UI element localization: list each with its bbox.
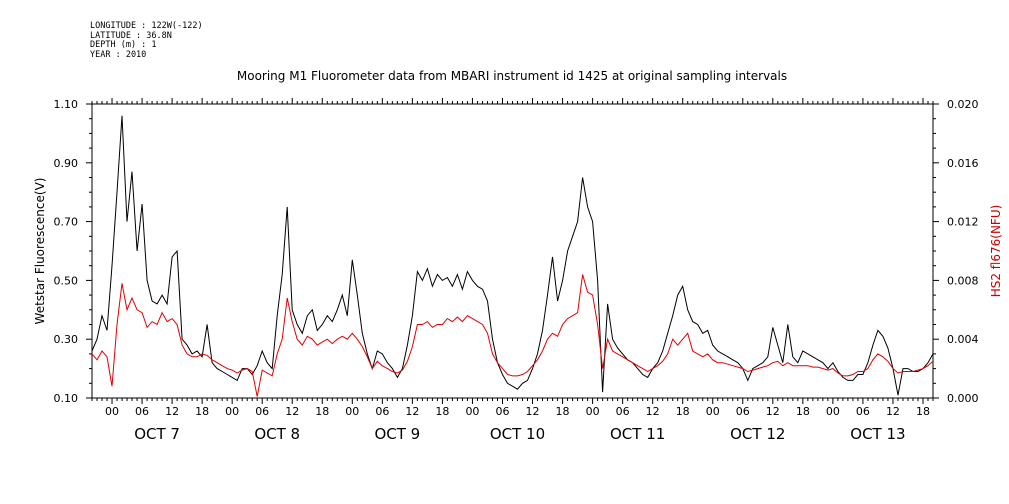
right-tick-label: 0.016 xyxy=(947,157,979,170)
day-label: OCT 13 xyxy=(850,425,905,443)
day-label: OCT 9 xyxy=(374,425,420,443)
latitude-text: LATITUDE : 36.8N xyxy=(90,30,172,41)
right-axis-label: HS2 fl676(NFU) xyxy=(989,205,1003,298)
hour-tick-label: 06 xyxy=(255,405,269,418)
left-tick-label: 1.10 xyxy=(54,98,79,111)
wetstar-fluorescence-line xyxy=(91,115,934,396)
metadata-block: LONGITUDE : 122W(-122) LATITUDE : 36.8N … xyxy=(90,21,203,60)
hour-tick-label: 00 xyxy=(586,405,600,418)
hour-tick-label: 06 xyxy=(736,405,750,418)
hour-tick-label: 12 xyxy=(526,405,540,418)
right-tick-label: 0.020 xyxy=(947,98,979,111)
hour-tick-label: 18 xyxy=(195,405,209,418)
hs2-fl676-line xyxy=(91,274,934,397)
hour-tick-label: 06 xyxy=(495,405,509,418)
hour-tick-label: 12 xyxy=(646,405,660,418)
hour-tick-label: 06 xyxy=(135,405,149,418)
left-tick-label: 0.30 xyxy=(54,333,79,346)
right-tick-label: 0.004 xyxy=(947,333,979,346)
depth-text: DEPTH (m) : 1 xyxy=(90,40,157,50)
right-tick-label: 0.008 xyxy=(947,274,979,287)
hour-tick-label: 12 xyxy=(405,405,419,418)
day-label: OCT 8 xyxy=(254,425,300,443)
hour-tick-label: 06 xyxy=(616,405,630,418)
hour-tick-label: 06 xyxy=(856,405,870,418)
hour-tick-label: 18 xyxy=(315,405,329,418)
day-label: OCT 7 xyxy=(134,425,180,443)
hour-tick-label: 00 xyxy=(225,405,239,418)
hour-tick-label: 12 xyxy=(165,405,179,418)
hour-tick-label: 00 xyxy=(706,405,720,418)
year-text: YEAR : 2010 xyxy=(90,49,147,60)
left-tick-label: 0.90 xyxy=(54,157,79,170)
hour-tick-label: 00 xyxy=(465,405,479,418)
day-label: OCT 10 xyxy=(490,425,545,443)
chart-title: Mooring M1 Fluorometer data from MBARI i… xyxy=(237,69,787,83)
left-tick-label: 0.10 xyxy=(54,392,79,405)
hour-tick-label: 18 xyxy=(916,405,930,418)
longitude-text: LONGITUDE : 122W(-122) xyxy=(90,21,203,31)
hour-tick-label: 12 xyxy=(285,405,299,418)
hour-tick-label: 18 xyxy=(435,405,449,418)
day-label: OCT 11 xyxy=(610,425,665,443)
hour-tick-label: 00 xyxy=(826,405,840,418)
day-label: OCT 12 xyxy=(730,425,785,443)
hour-tick-label: 00 xyxy=(345,405,359,418)
hour-tick-label: 12 xyxy=(766,405,780,418)
left-axis-label: Wetstar Fluorescence(V) xyxy=(33,178,47,325)
left-tick-label: 0.70 xyxy=(54,216,79,229)
right-tick-label: 0.012 xyxy=(947,216,979,229)
plot-frame xyxy=(91,103,934,399)
left-tick-label: 0.50 xyxy=(54,274,79,287)
hour-tick-label: 18 xyxy=(676,405,690,418)
hour-tick-label: 18 xyxy=(556,405,570,418)
hour-tick-label: 00 xyxy=(105,405,119,418)
hour-tick-label: 18 xyxy=(796,405,810,418)
hour-tick-label: 12 xyxy=(886,405,900,418)
hour-tick-label: 06 xyxy=(375,405,389,418)
right-tick-label: 0.000 xyxy=(947,392,979,405)
